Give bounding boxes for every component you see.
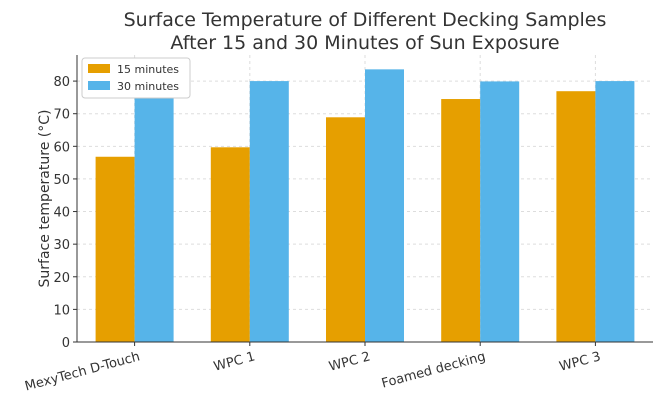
bar-15-minutes-2 <box>326 117 365 342</box>
y-tick-label: 70 <box>53 108 70 123</box>
x-tick-label: Foamed decking <box>380 349 487 391</box>
legend-swatch <box>88 64 110 73</box>
x-tick-label: WPC 1 <box>212 349 257 374</box>
legend-label: 30 minutes <box>117 80 179 93</box>
bar-15-minutes-4 <box>556 91 596 342</box>
y-tick-label: 40 <box>53 206 70 221</box>
bar-15-minutes-3 <box>441 99 481 342</box>
y-tick-label: 20 <box>53 271 70 286</box>
bar-15-minutes-1 <box>210 147 250 342</box>
x-tick-label: WPC 3 <box>558 349 603 374</box>
y-tick-label: 80 <box>53 75 70 90</box>
y-tick-label: 50 <box>53 173 70 188</box>
y-tick-label: 10 <box>53 303 70 318</box>
y-axis-label: Surface temperature (°C) <box>37 110 53 288</box>
legend-swatch <box>88 81 110 90</box>
y-tick-label: 30 <box>53 238 70 253</box>
x-tick-label: MexyTech D-Touch <box>23 349 141 394</box>
legend-label: 15 minutes <box>117 63 179 76</box>
bar-30-minutes-0 <box>134 81 174 342</box>
chart-title: After 15 and 30 Minutes of Sun Exposure <box>170 32 559 54</box>
y-tick-label: 60 <box>53 140 70 155</box>
bar-30-minutes-3 <box>480 81 520 342</box>
bar-30-minutes-4 <box>595 81 635 342</box>
chart-title: Surface Temperature of Different Decking… <box>124 9 607 31</box>
bar-30-minutes-1 <box>249 81 289 342</box>
bar-30-minutes-2 <box>365 69 404 342</box>
bar-15-minutes-0 <box>95 156 135 342</box>
x-tick-label: WPC 2 <box>327 349 372 374</box>
y-tick-label: 0 <box>62 336 70 351</box>
